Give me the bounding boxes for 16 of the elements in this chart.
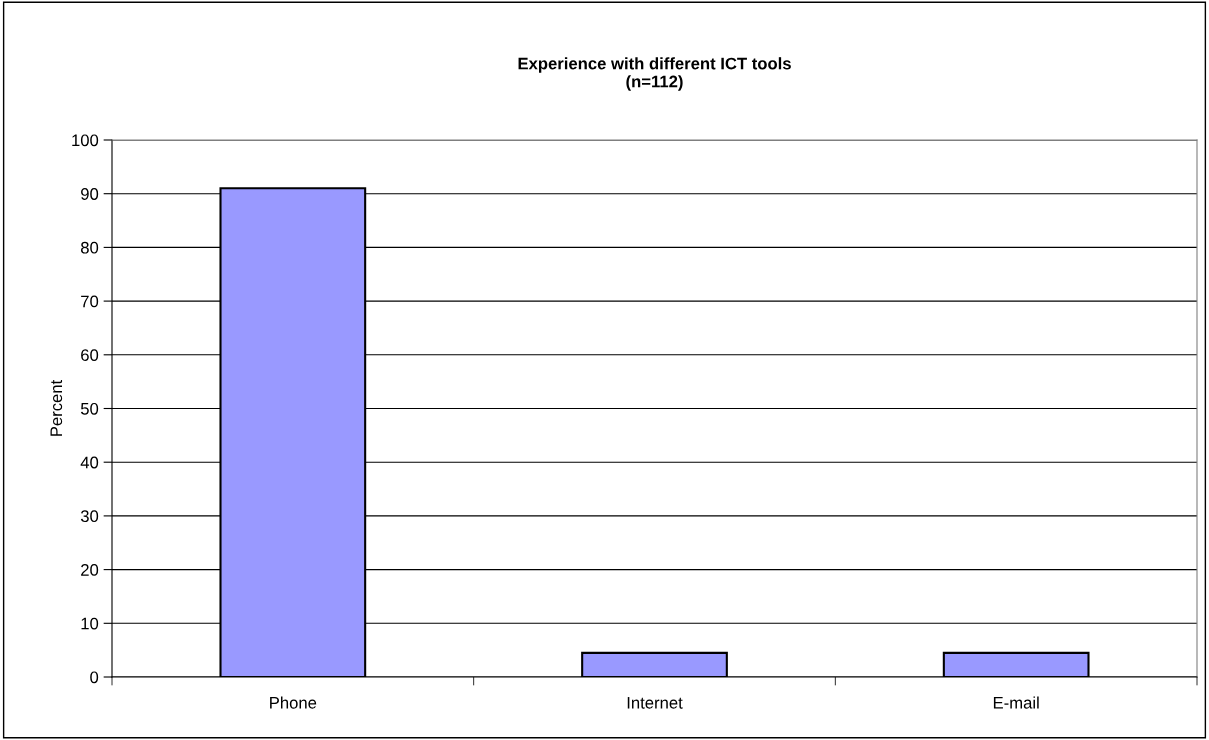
chart-title: Experience with different ICT tools (n=112) bbox=[518, 57, 791, 91]
y-tick-label: 50 bbox=[80, 402, 99, 415]
y-tick-label: 100 bbox=[72, 134, 99, 147]
y-tick-label: 90 bbox=[81, 188, 99, 200]
x-tick-label: Internet bbox=[627, 697, 683, 709]
y-axis-title: Percent bbox=[50, 379, 63, 436]
x-tick-label: Phone bbox=[270, 696, 317, 709]
y-tick-label: 20 bbox=[81, 564, 99, 576]
y-tick-label: 80 bbox=[80, 241, 99, 254]
x-tick-label: E-mail bbox=[993, 696, 1039, 709]
y-tick-label: 40 bbox=[80, 456, 99, 469]
y-tick-label: 60 bbox=[81, 349, 99, 361]
y-tick-label: 70 bbox=[81, 295, 99, 308]
y-tick-label: 0 bbox=[90, 671, 99, 684]
y-tick-label: 10 bbox=[81, 617, 99, 630]
y-tick-label: 30 bbox=[80, 510, 99, 523]
